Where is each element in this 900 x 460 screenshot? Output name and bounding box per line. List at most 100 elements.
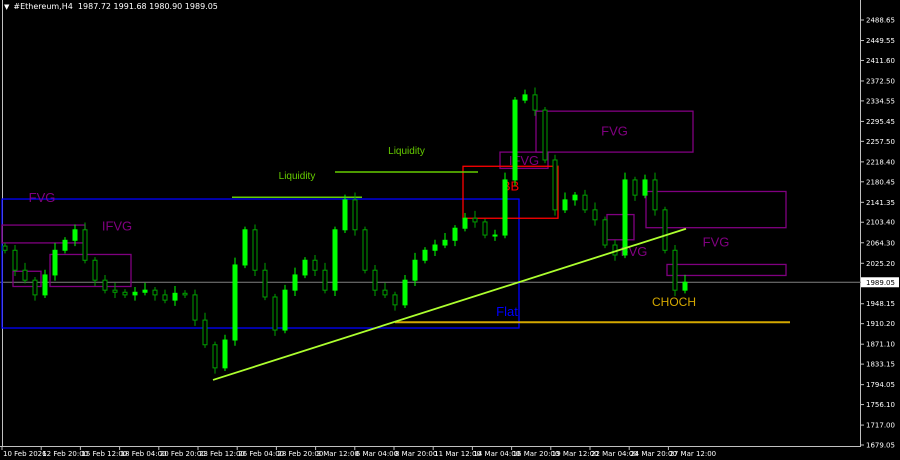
liquidity-label: Liquidity (279, 171, 316, 182)
y-tick-label: 1833.15 (866, 361, 895, 369)
candle-body (632, 179, 638, 196)
y-tick-label: 1717.00 (866, 422, 895, 430)
candle-body (172, 292, 178, 301)
candle-body (452, 227, 458, 241)
candle-body (182, 292, 188, 296)
candle-body (562, 199, 568, 211)
x-tick-label: 16 Mar 20:00 (513, 450, 560, 458)
candle-body (72, 229, 78, 241)
candle-body (592, 209, 598, 221)
fvg-zone (49, 253, 132, 288)
candle-body (42, 274, 48, 296)
y-tick-label: 2103.40 (866, 219, 895, 227)
fvg-label: FVG (703, 235, 730, 250)
candle-body (572, 194, 578, 201)
fvg-zone (666, 263, 787, 277)
candle-body (352, 199, 358, 231)
candle-body (652, 179, 658, 211)
candle-body (612, 244, 618, 256)
ohlc-readout: 1987.72 1991.68 1980.90 1989.05 (77, 2, 218, 11)
candle-body (502, 179, 508, 236)
x-tick-label: 22 Mar 04:00 (591, 450, 638, 458)
x-tick-label: 3 Mar 12:00 (317, 450, 359, 458)
candle-body (512, 99, 518, 181)
y-tick-label: 2064.30 (866, 239, 895, 247)
trendline (212, 227, 687, 381)
candle-body (392, 294, 398, 306)
choch-label: CHOCH (652, 295, 696, 309)
x-tick-label: 10 Feb 2026 (3, 450, 47, 458)
candle-body (412, 259, 418, 281)
x-tick-label: 12 Feb 20:00 (42, 450, 88, 458)
ifvg-label: IFVG (102, 219, 132, 234)
current-price-badge (861, 277, 899, 288)
candle-body (442, 239, 448, 246)
candle-body (192, 294, 198, 321)
candle-body (462, 217, 468, 229)
y-tick-label: 2334.55 (866, 97, 895, 105)
candle-body (102, 279, 108, 291)
flat-label: Flat (496, 304, 518, 319)
candle-body (472, 217, 478, 223)
fvg-zone (535, 110, 694, 153)
y-tick-label: 1871.10 (866, 341, 895, 349)
candle-body (262, 269, 268, 298)
candle-body (252, 229, 258, 271)
x-tick-label: 14 Mar 04:00 (473, 450, 520, 458)
flat-range-box (1, 198, 520, 329)
candle-body (552, 159, 558, 211)
x-tick-label: 8 Mar 20:00 (395, 450, 437, 458)
y-tick-label: 2025.20 (866, 260, 895, 268)
candle-body (212, 344, 218, 369)
fvg-zone (645, 190, 787, 229)
x-tick-label: 20 Feb 20:00 (160, 450, 206, 458)
candle-body (362, 229, 368, 271)
y-tick-label: 2411.60 (866, 57, 895, 65)
candle-body (342, 199, 348, 231)
candle-body (312, 259, 318, 271)
caret-down-icon[interactable]: ▼ (4, 3, 10, 11)
candle-body (112, 289, 118, 293)
x-tick-label: 27 Mar 12:00 (669, 450, 716, 458)
candle-body (602, 219, 608, 246)
y-tick-label: 1910.20 (866, 320, 895, 328)
candle-body (132, 291, 138, 296)
candle-body (432, 244, 438, 251)
candle-body (382, 289, 388, 296)
fvg-label: FVG (29, 190, 56, 205)
candle-body (292, 274, 298, 291)
liquidity-label: Liquidity (388, 146, 425, 157)
candle-body (522, 94, 528, 101)
candle-body (232, 264, 238, 341)
candle-body (622, 179, 628, 256)
candle-body (152, 289, 158, 296)
x-tick-label: 6 Mar 04:00 (356, 450, 398, 458)
candle-body (542, 109, 548, 161)
candle-body (422, 249, 428, 261)
current-price-label: 1989.05 (866, 279, 895, 287)
y-tick-label: 2372.50 (866, 77, 895, 85)
candle-body (122, 291, 128, 296)
y-tick-label: 1756.10 (866, 401, 895, 409)
y-tick-label: 2449.55 (866, 37, 895, 45)
ifvg-zone (499, 151, 549, 170)
candle-body (322, 269, 328, 291)
candle-body (642, 179, 648, 196)
y-tick-label: 1794.05 (866, 381, 895, 389)
x-tick-label: 11 Mar 12:00 (434, 450, 481, 458)
candle-body (662, 209, 668, 251)
candle-body (162, 294, 168, 301)
candle-body (482, 221, 488, 236)
y-tick-label: 1679.05 (866, 442, 895, 450)
x-tick-label: 18 Feb 04:00 (121, 450, 167, 458)
candle-body (492, 234, 498, 237)
candle-body (202, 319, 208, 346)
candle-body (142, 289, 148, 293)
y-tick-label: 2141.35 (866, 199, 895, 207)
candle-body (92, 259, 98, 281)
symbol-label: #Ethereum,H4 (13, 2, 73, 11)
candle-body (22, 269, 28, 281)
candle-body (282, 289, 288, 331)
candle-body (332, 229, 338, 291)
